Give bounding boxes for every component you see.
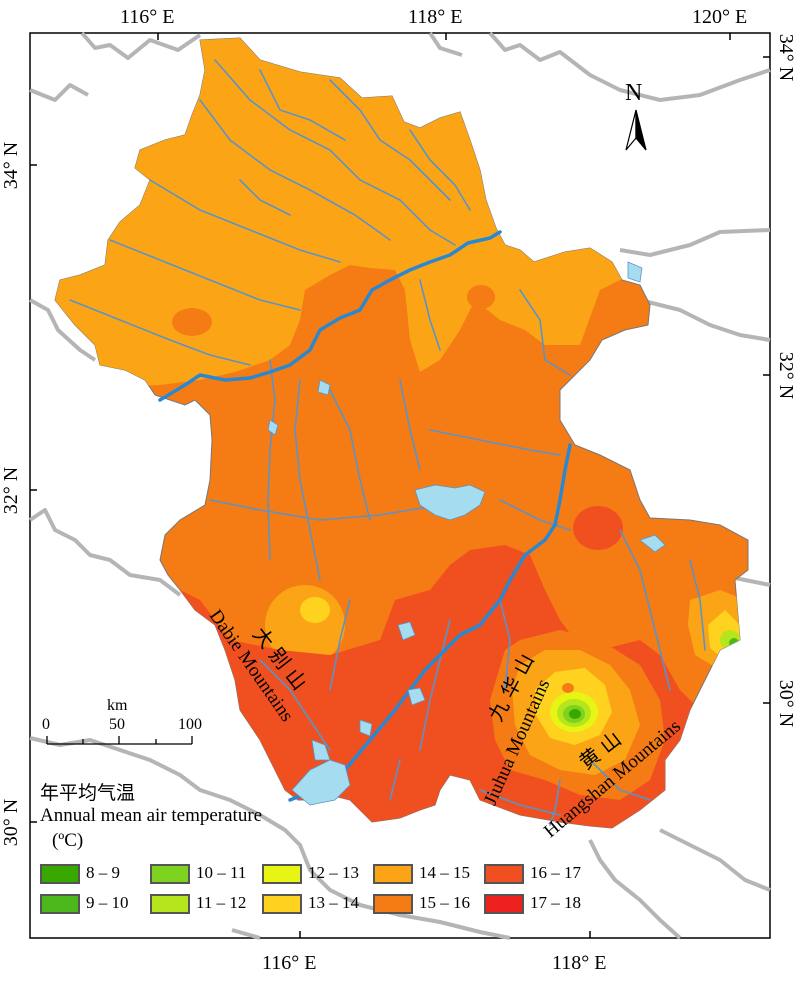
left-latitude-label-32: 32° N [0,466,23,515]
legend-label-7: 15 – 16 [419,893,470,912]
border-southeast [659,828,771,892]
lake-northeast [627,261,643,283]
lake-east [639,534,666,553]
right-latitude-label-34: 34° N [775,33,798,82]
border-southwest [29,736,511,940]
yangtze-river [288,443,572,802]
legend-label-3: 11 – 12 [196,893,247,912]
border-north-small [428,31,463,57]
border-east-upper [639,298,771,342]
border-west-lake [29,298,97,362]
scale-bar-unit: km [107,697,128,714]
legend-label-0: 8 – 9 [86,863,120,882]
lake-yangtze-1 [397,621,416,641]
border-northeast [619,228,771,257]
zone-13-14-dabie [300,597,330,623]
lake-south [359,719,373,737]
legend-label-5: 13 – 14 [308,893,359,912]
legend-swatch-2 [150,864,190,884]
right-latitude-label-30: 30° N [775,679,798,728]
scale-bar-tick-50: 50 [109,716,125,733]
chaohu-lake [414,484,486,521]
legend-swatch-3 [150,894,190,914]
legend-label-6: 14 – 15 [419,863,470,882]
zone-15-16-patch-north [467,285,495,309]
left-latitude-label-30: 30° N [0,798,23,847]
lake-yangtze-2 [407,687,426,706]
huai-river [158,230,502,402]
legend-swatch-4 [262,864,302,884]
lake-southwest-2 [311,739,331,761]
zone-15-16-jiuhua-peak [562,683,574,693]
legend-swatch-8 [484,864,524,884]
left-latitude-label-34: 34° N [0,141,23,190]
top-longitude-label-120: 120° E [692,6,748,28]
lakes [267,261,666,806]
border-northwest [80,31,202,60]
scale-bar-tick-0: 0 [42,716,50,733]
lake-west [267,419,279,436]
top-longitude-label-116: 116° E [120,6,175,28]
legend-label-8: 16 – 17 [530,863,581,882]
legend-swatch-9 [484,894,524,914]
lake-north [317,379,331,396]
border-west-upper [29,83,89,102]
legend-label-2: 10 – 11 [196,863,247,882]
border-north [488,31,771,102]
rivers [69,59,706,826]
bottom-longitude-label-118: 118° E [552,952,607,974]
lake-southwest [291,759,351,806]
border-west-lower [28,508,182,597]
north-label: N [625,80,643,106]
frame-ticks [30,33,770,938]
legend-title-cn: 年平均气温 [40,782,136,804]
zone-15-16-patch-west [172,308,212,336]
scale-bar-graphic [46,736,193,745]
legend-swatch-7 [373,894,413,914]
north-arrow-icon [625,109,647,151]
bottom-longitude-label-116: 116° E [262,952,317,974]
legend-swatch-0 [40,864,80,884]
border-bottom-left [231,928,261,940]
border-south [588,839,682,940]
top-longitude-label-118: 118° E [408,6,463,28]
legend-label-9: 17 – 18 [530,893,581,912]
legend-label-4: 12 – 13 [308,863,359,882]
legend-swatch-5 [262,894,302,914]
legend-swatch-1 [40,894,80,914]
legend-swatch-6 [373,864,413,884]
scale-bar-tick-100: 100 [178,716,202,733]
zone-16-17-patch-east [573,506,623,550]
legend-unit: (ºC) [52,830,84,851]
main-rivers [158,230,572,802]
legend-title-en: Annual mean air temperature [40,805,263,826]
right-latitude-label-32: 32° N [775,351,798,400]
legend-label-1: 9 – 10 [86,893,129,912]
zone-8-9-huangshan [569,709,581,719]
